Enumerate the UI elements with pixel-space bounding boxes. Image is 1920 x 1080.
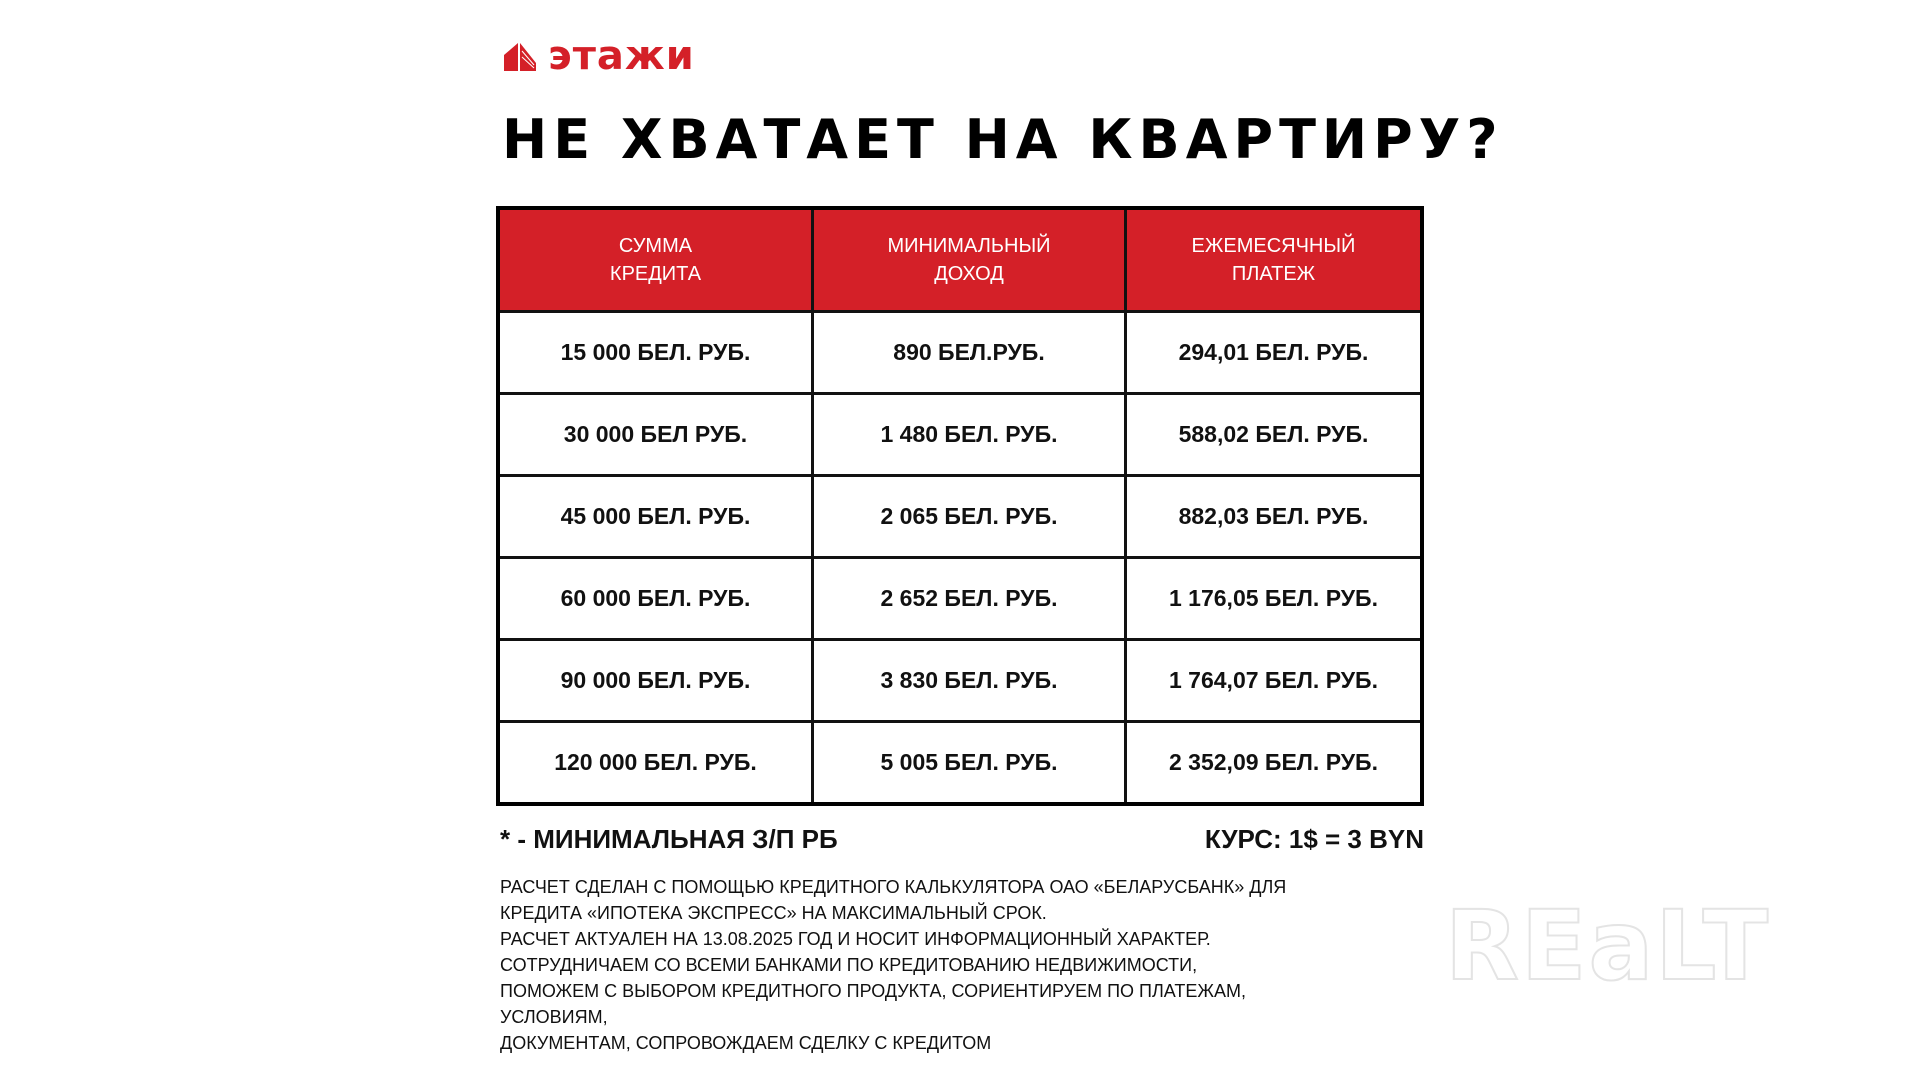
exchange-rate: КУРС: 1$ = 3 BYN [1204, 824, 1424, 854]
cell-min-income: 1 480 БЕЛ. РУБ. [811, 392, 1127, 477]
cell-loan-amount: 120 000 БЕЛ. РУБ. [496, 720, 814, 806]
table-row: 90 000 БЕЛ. РУБ. 3 830 БЕЛ. РУБ. 1 764,07 … [496, 638, 1424, 723]
table-row: 30 000 БЕЛ РУБ. 1 480 БЕЛ. РУБ. 588,02 БЕЛ… [496, 392, 1424, 477]
loan-table: СУММА КРЕДИТА МИНИМАЛЬНЫЙ ДОХОД ЕЖЕМЕСЯЧНЫ… [496, 206, 1424, 806]
disclaimer-line: УСЛОВИЯМ, [500, 1007, 608, 1027]
cell-monthly-payment: 1 176,05 БЕЛ. РУБ. [1124, 556, 1424, 641]
cell-loan-amount: 45 000 БЕЛ. РУБ. [496, 474, 814, 559]
disclaimer-line: РАСЧЕТ СДЕЛАН С ПОМОЩЬЮ КРЕДИТНОГО КАЛЬК… [500, 877, 1287, 897]
cell-monthly-payment: 882,03 БЕЛ. РУБ. [1124, 474, 1424, 559]
cell-loan-amount: 60 000 БЕЛ. РУБ. [496, 556, 814, 641]
header-monthly-payment: ЕЖЕМЕСЯЧНЫЙ ПЛАТЕЖ [1124, 206, 1424, 313]
page-title: НЕ ХВАТАЕТ НА КВАРТИРУ? [502, 108, 1504, 171]
realt-watermark: REaLT [1444, 889, 1771, 1003]
cell-monthly-payment: 1 764,07 БЕЛ. РУБ. [1124, 638, 1424, 723]
cell-min-income: 3 830 БЕЛ. РУБ. [811, 638, 1127, 723]
header-loan-amount: СУММА КРЕДИТА [496, 206, 814, 313]
header-min-income: МИНИМАЛЬНЫЙ ДОХОД [811, 206, 1127, 313]
cell-loan-amount: 90 000 БЕЛ. РУБ. [496, 638, 814, 723]
disclaimer-line: РАСЧЕТ АКТУАЛЕН НА 13.08.2025 ГОД И НОСИ… [500, 929, 1211, 949]
building-icon [504, 43, 536, 71]
footnote: * - МИНИМАЛЬНАЯ З/П РБ КУРС: 1$ = 3 BYN [500, 824, 1424, 855]
cell-min-income: 5 005 БЕЛ. РУБ. [811, 720, 1127, 806]
table-header-row: СУММА КРЕДИТА МИНИМАЛЬНЫЙ ДОХОД ЕЖЕМЕСЯЧНЫ… [496, 206, 1424, 313]
cell-min-income: 2 652 БЕЛ. РУБ. [811, 556, 1127, 641]
disclaimer-line: КРЕДИТА «ИПОТЕКА ЭКСПРЕСС» НА МАКСИМАЛЬН… [500, 903, 1047, 923]
disclaimer-line: ДОКУМЕНТАМ, СОПРОВОЖДАЕМ СДЕЛКУ С КРЕДИТ… [500, 1033, 992, 1053]
disclaimer-line: СОТРУДНИЧАЕМ СО ВСЕМИ БАНКАМИ ПО КРЕДИТО… [500, 955, 1198, 975]
table-row: 15 000 БЕЛ. РУБ. 890 БЕЛ.РУБ. 294,01 БЕЛ. … [496, 310, 1424, 395]
table-row: 120 000 БЕЛ. РУБ. 5 005 БЕЛ. РУБ. 2 352,09… [496, 720, 1424, 806]
cell-loan-amount: 30 000 БЕЛ РУБ. [496, 392, 814, 477]
cell-loan-amount: 15 000 БЕЛ. РУБ. [496, 310, 814, 395]
table-row: 60 000 БЕЛ. РУБ. 2 652 БЕЛ. РУБ. 1 176,05 … [496, 556, 1424, 641]
disclaimer: РАСЧЕТ СДЕЛАН С ПОМОЩЬЮ КРЕДИТНОГО КАЛЬК… [500, 874, 1430, 1056]
cell-monthly-payment: 2 352,09 БЕЛ. РУБ. [1124, 720, 1424, 806]
cell-min-income: 2 065 БЕЛ. РУБ. [811, 474, 1127, 559]
footnote-min-wage: * - МИНИМАЛЬНАЯ З/П РБ [500, 824, 838, 854]
logo-text: этажи [548, 33, 695, 79]
cell-monthly-payment: 294,01 БЕЛ. РУБ. [1124, 310, 1424, 395]
disclaimer-line: ПОМОЖЕМ С ВЫБОРОМ КРЕДИТНОГО ПРОДУКТА, С… [500, 981, 1246, 1001]
cell-min-income: 890 БЕЛ.РУБ. [811, 310, 1127, 395]
brand-logo: этажи [502, 36, 695, 76]
table-row: 45 000 БЕЛ. РУБ. 2 065 БЕЛ. РУБ. 882,03 БЕ… [496, 474, 1424, 559]
cell-monthly-payment: 588,02 БЕЛ. РУБ. [1124, 392, 1424, 477]
